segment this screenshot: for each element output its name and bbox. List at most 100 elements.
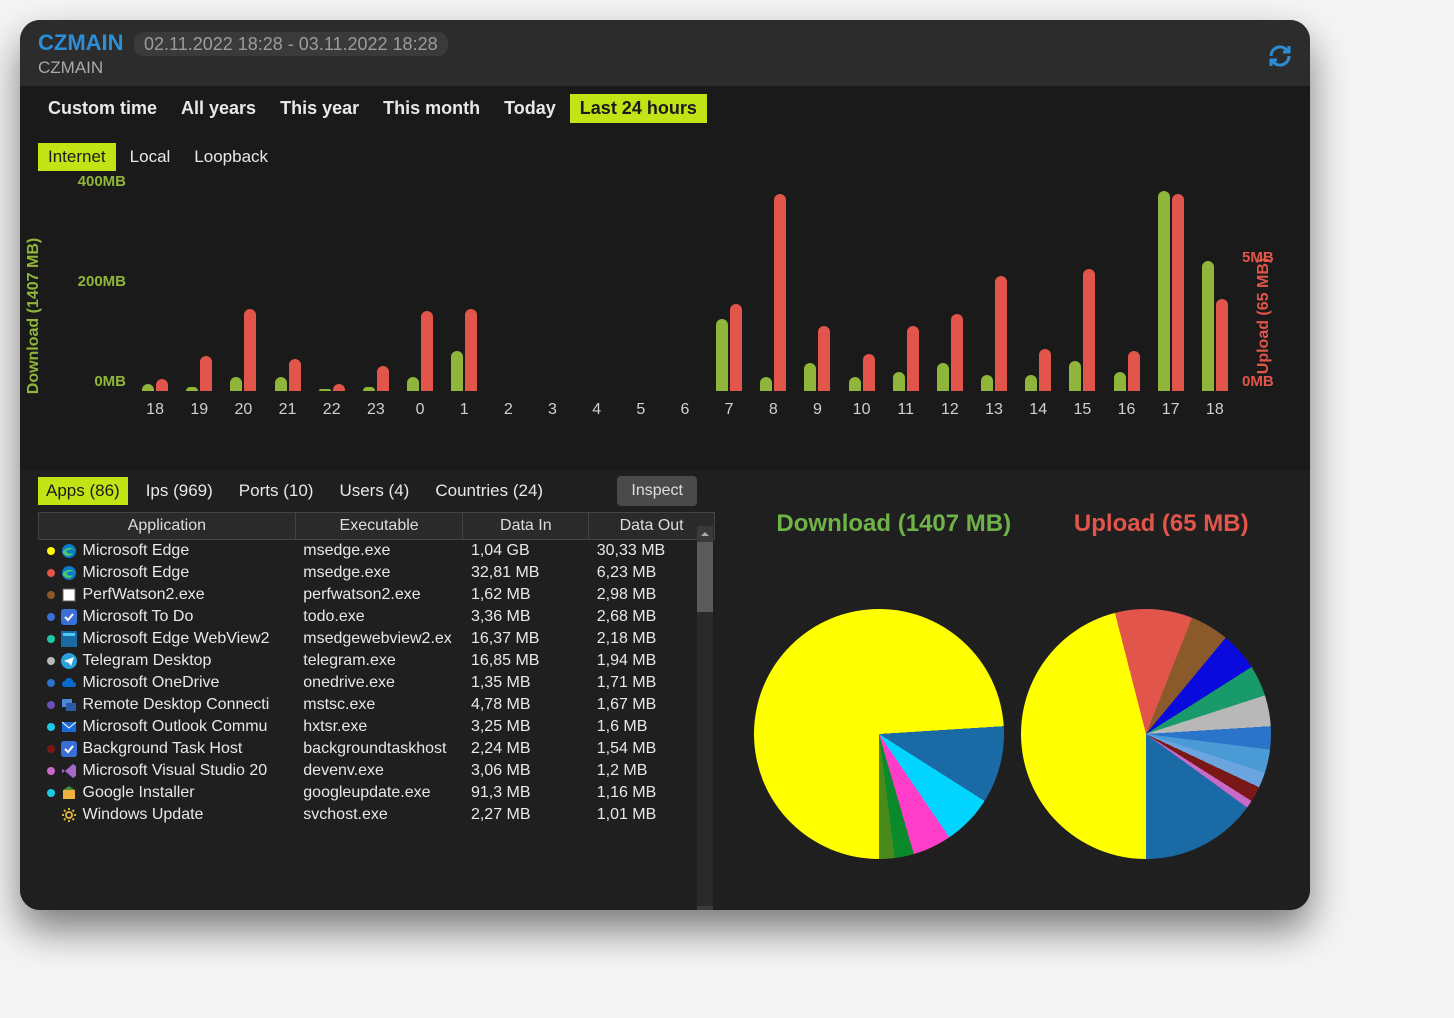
table-row[interactable]: Microsoft Outlook Commuhxtsr.exe3,25 MB1… bbox=[39, 716, 715, 738]
time-tab[interactable]: This year bbox=[270, 94, 369, 123]
upload-bar bbox=[333, 384, 345, 392]
cell-out: 1,94 MB bbox=[589, 650, 715, 672]
cell-exe: onedrive.exe bbox=[295, 672, 463, 694]
download-bar bbox=[319, 389, 331, 391]
table-row[interactable]: Telegram Desktoptelegram.exe16,85 MB1,94… bbox=[39, 650, 715, 672]
time-tab[interactable]: Custom time bbox=[38, 94, 167, 123]
download-bar bbox=[1202, 261, 1214, 391]
download-bar bbox=[981, 375, 993, 391]
data-tab[interactable]: Ports (10) bbox=[231, 477, 322, 505]
download-bar bbox=[937, 363, 949, 391]
time-tab[interactable]: This month bbox=[373, 94, 490, 123]
download-bar bbox=[893, 372, 905, 391]
cell-out: 1,01 MB bbox=[589, 804, 715, 826]
cell-out: 1,2 MB bbox=[589, 760, 715, 782]
table-row[interactable]: Microsoft Edgemsedge.exe1,04 GB30,33 MB bbox=[39, 540, 715, 563]
app-name: Telegram Desktop bbox=[83, 652, 212, 670]
time-tab[interactable]: Last 24 hours bbox=[570, 94, 707, 123]
x-label: 15 bbox=[1060, 401, 1104, 419]
network-tab[interactable]: Internet bbox=[38, 143, 116, 171]
x-label: 16 bbox=[1104, 401, 1148, 419]
table-row[interactable]: Microsoft Visual Studio 20devenv.exe3,06… bbox=[39, 760, 715, 782]
pie-panel: Download (1407 MB) Upload (65 MB) bbox=[715, 470, 1310, 910]
bar-group bbox=[1016, 186, 1060, 391]
bar-group bbox=[972, 186, 1016, 391]
x-label: 22 bbox=[310, 401, 354, 419]
cell-exe: hxtsr.exe bbox=[295, 716, 463, 738]
telegram-icon bbox=[61, 653, 77, 669]
data-tab[interactable]: Users (4) bbox=[331, 477, 417, 505]
bar-group bbox=[221, 186, 265, 391]
x-label: 23 bbox=[354, 401, 398, 419]
cell-in: 2,24 MB bbox=[463, 738, 589, 760]
cell-exe: backgroundtaskhost bbox=[295, 738, 463, 760]
app-name: Microsoft Outlook Commu bbox=[83, 718, 268, 736]
cell-out: 6,23 MB bbox=[589, 562, 715, 584]
scroll-thumb[interactable] bbox=[697, 542, 713, 612]
box-icon bbox=[61, 587, 77, 603]
refresh-icon[interactable] bbox=[1268, 44, 1292, 68]
upload-bar bbox=[421, 311, 433, 391]
column-header[interactable]: Data In bbox=[463, 513, 589, 540]
table-row[interactable]: Microsoft Edge WebView2msedgewebview2.ex… bbox=[39, 628, 715, 650]
time-tab[interactable]: Today bbox=[494, 94, 566, 123]
color-dot bbox=[47, 789, 55, 797]
column-header[interactable]: Data Out bbox=[589, 513, 715, 540]
edge-icon bbox=[61, 565, 77, 581]
table-row[interactable]: Microsoft To Dotodo.exe3,36 MB2,68 MB bbox=[39, 606, 715, 628]
inspect-button[interactable]: Inspect bbox=[617, 476, 697, 506]
upload-bar bbox=[377, 366, 389, 391]
app-name: Remote Desktop Connecti bbox=[83, 696, 270, 714]
cell-in: 1,62 MB bbox=[463, 584, 589, 606]
upload-bar bbox=[156, 379, 168, 392]
cell-out: 2,98 MB bbox=[589, 584, 715, 606]
upload-pie bbox=[1021, 609, 1271, 859]
lower-panel: Apps (86) Ips (969) Ports (10) Users (4) Cou… bbox=[20, 470, 1310, 910]
app-name: Microsoft To Do bbox=[83, 608, 194, 626]
upload-bar bbox=[951, 314, 963, 392]
cell-in: 3,25 MB bbox=[463, 716, 589, 738]
data-tab[interactable]: Ips (969) bbox=[138, 477, 221, 505]
table-row[interactable]: Google Installergoogleupdate.exe91,3 MB1… bbox=[39, 782, 715, 804]
bar-group bbox=[1060, 186, 1104, 391]
bar-group bbox=[486, 186, 530, 391]
table-row[interactable]: Remote Desktop Connectimstsc.exe4,78 MB1… bbox=[39, 694, 715, 716]
bar-group bbox=[442, 186, 486, 391]
color-dot bbox=[47, 613, 55, 621]
scrollbar[interactable] bbox=[697, 542, 713, 906]
upload-bar bbox=[289, 359, 301, 392]
bar-group bbox=[310, 186, 354, 391]
x-label: 14 bbox=[1016, 401, 1060, 419]
table-row[interactable]: Microsoft OneDriveonedrive.exe1,35 MB1,7… bbox=[39, 672, 715, 694]
upload-bar bbox=[1172, 194, 1184, 392]
x-label: 18 bbox=[1193, 401, 1237, 419]
data-tab[interactable]: Countries (24) bbox=[427, 477, 551, 505]
app-name: Microsoft Edge bbox=[83, 542, 190, 560]
column-header[interactable]: Executable bbox=[295, 513, 463, 540]
network-tab[interactable]: Local bbox=[120, 143, 181, 171]
network-tabs: InternetLocalLoopback bbox=[20, 123, 1310, 171]
table-row[interactable]: Microsoft Edgemsedge.exe32,81 MB6,23 MB bbox=[39, 562, 715, 584]
table-row[interactable]: Windows Updatesvchost.exe2,27 MB1,01 MB bbox=[39, 804, 715, 826]
google-icon bbox=[61, 785, 77, 801]
upload-bar bbox=[995, 276, 1007, 391]
table-row[interactable]: Background Task Hostbackgroundtaskhost2,… bbox=[39, 738, 715, 760]
y-tick-left: 400MB bbox=[78, 173, 126, 190]
data-tabs: Apps (86) Ips (969) Ports (10) Users (4) Cou… bbox=[20, 470, 715, 512]
time-tab[interactable]: All years bbox=[171, 94, 266, 123]
y-axis-left-label: Download (1407 MB) bbox=[25, 238, 43, 394]
x-label: 1 bbox=[442, 401, 486, 419]
scroll-down-icon[interactable] bbox=[697, 906, 713, 910]
color-dot bbox=[47, 569, 55, 577]
data-tab[interactable]: Apps (86) bbox=[38, 477, 128, 505]
column-header[interactable]: Application bbox=[39, 513, 296, 540]
edge-icon bbox=[61, 543, 77, 559]
upload-bar bbox=[1128, 351, 1140, 391]
cell-in: 32,81 MB bbox=[463, 562, 589, 584]
network-tab[interactable]: Loopback bbox=[184, 143, 278, 171]
upload-bar bbox=[1216, 299, 1228, 392]
x-label: 5 bbox=[619, 401, 663, 419]
scroll-up-icon[interactable] bbox=[697, 526, 713, 542]
bar-group bbox=[1149, 186, 1193, 391]
table-row[interactable]: PerfWatson2.exeperfwatson2.exe1,62 MB2,9… bbox=[39, 584, 715, 606]
